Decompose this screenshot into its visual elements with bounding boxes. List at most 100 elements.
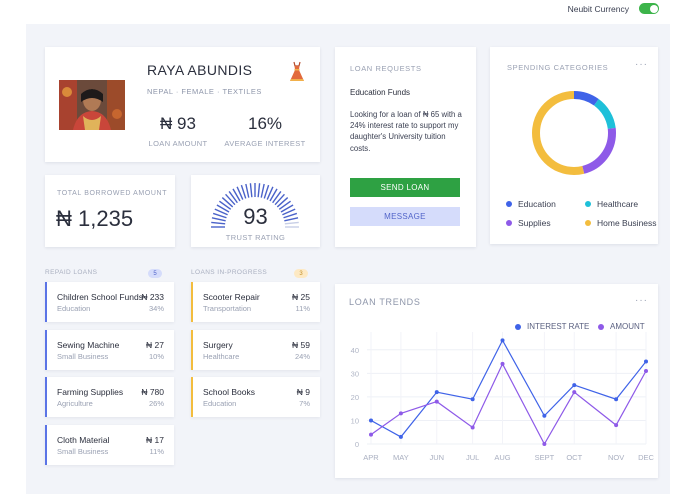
- message-button[interactable]: MESSAGE: [350, 207, 460, 226]
- data-point[interactable]: [572, 390, 577, 395]
- legend-education: Education: [506, 199, 556, 209]
- x-tick-label: AUG: [494, 453, 510, 462]
- in-progress-count-badge: 3: [294, 269, 308, 278]
- loan-request-body: Looking for a loan of ₦ 65 with a 24% in…: [350, 110, 462, 153]
- borrower-name: RAYA ABUNDIS: [147, 62, 253, 78]
- in-progress-loan-card[interactable]: School Books Education ₦ 9 7%: [191, 377, 320, 417]
- gauge-tick: [211, 217, 226, 222]
- x-tick-label: SEPT: [535, 453, 555, 462]
- data-point[interactable]: [614, 423, 619, 428]
- gauge-tick: [284, 217, 299, 222]
- currency-toggle[interactable]: [639, 3, 659, 14]
- loan-amount: ₦ 233: [141, 292, 164, 302]
- amount-dot: [598, 323, 604, 330]
- loan-category: Small Business: [57, 351, 109, 361]
- supplies-dot: [506, 220, 512, 226]
- dashboard-canvas: RAYA ABUNDIS NEPAL · FEMALE · TEXTILES ₦…: [26, 24, 670, 494]
- repaid-loan-card[interactable]: Farming Supplies Agriculture ₦ 780 26%: [45, 377, 174, 417]
- gauge-tick: [282, 208, 296, 216]
- loan-category: Agriculture: [57, 399, 93, 408]
- healthcare-dot: [585, 201, 591, 207]
- more-icon[interactable]: ···: [635, 295, 648, 306]
- loan-amount: ₦ 59: [292, 339, 310, 350]
- loan-title: Farming Supplies: [57, 387, 124, 397]
- legend-amount-label: AMOUNT: [610, 322, 645, 331]
- loan-requests-card: LOAN REQUESTS Education Funds Looking fo…: [335, 47, 476, 247]
- y-tick-label: 10: [351, 416, 359, 425]
- data-point[interactable]: [434, 399, 439, 404]
- repaid-loan-card[interactable]: Sewing Machine Small Business ₦ 27 10%: [45, 329, 174, 370]
- gauge-tick: [274, 193, 285, 206]
- repaid-loan-card[interactable]: Children School Funds Education ₦ 233 34%: [45, 282, 174, 322]
- repaid-loans-title: REPAID LOANS: [45, 269, 98, 276]
- send-loan-button[interactable]: SEND LOAN: [350, 178, 460, 197]
- data-point[interactable]: [644, 359, 648, 364]
- data-point[interactable]: [542, 413, 547, 418]
- data-point[interactable]: [542, 442, 547, 446]
- data-point[interactable]: [369, 432, 373, 437]
- data-point[interactable]: [470, 425, 475, 430]
- data-point[interactable]: [572, 383, 577, 388]
- x-tick-label: JUL: [466, 453, 479, 462]
- gauge-tick: [216, 204, 230, 213]
- loan-category: Education: [203, 399, 237, 408]
- gauge-tick: [245, 183, 250, 198]
- home-business-dot: [585, 220, 591, 226]
- loan-percent: 26%: [148, 399, 164, 408]
- more-icon[interactable]: ···: [635, 59, 648, 70]
- loan-percent: 34%: [148, 304, 164, 313]
- status-bar: [191, 329, 193, 370]
- data-point[interactable]: [644, 368, 648, 373]
- in-progress-loan-card[interactable]: Surgery Healthcare ₦ 59 24%: [191, 329, 320, 370]
- data-point[interactable]: [500, 338, 505, 343]
- data-point[interactable]: [369, 418, 373, 423]
- repaid-loan-card[interactable]: Cloth Material Small Business ₦ 17 11%: [45, 424, 174, 465]
- gauge-tick: [228, 190, 238, 204]
- loan-percent: 11%: [149, 446, 164, 456]
- loan-amount-value: ₦ 93: [160, 114, 196, 133]
- gauge-tick: [236, 186, 244, 200]
- profile-avatar: [59, 80, 125, 130]
- loan-category: Healthcare: [203, 351, 240, 361]
- gauge-tick: [283, 212, 298, 219]
- loan-category: Transportation: [203, 304, 252, 313]
- loan-title: Cloth Material: [57, 434, 110, 445]
- trust-gauge: [211, 183, 299, 228]
- loan-category: Small Business: [57, 446, 109, 456]
- x-tick-label: MAY: [393, 453, 409, 462]
- data-point[interactable]: [398, 434, 403, 439]
- spending-categories-card: SPENDING CATEGORIES ··· Education Health…: [490, 47, 658, 244]
- loan-amount: ₦ 25: [292, 292, 310, 302]
- status-bar: [45, 377, 47, 417]
- gauge-tick: [232, 188, 241, 202]
- legend-healthcare: Healthcare: [585, 199, 638, 209]
- donut-slice-home-business[interactable]: [532, 91, 616, 175]
- spending-donut-chart: [532, 91, 616, 175]
- data-point[interactable]: [614, 397, 619, 402]
- gauge-tick: [212, 212, 227, 219]
- in-progress-loan-card[interactable]: Scooter Repair Transportation ₦ 25 11%: [191, 282, 320, 322]
- toggle-knob: [649, 4, 658, 13]
- data-point[interactable]: [398, 411, 403, 416]
- loan-title: Scooter Repair: [203, 292, 260, 302]
- currency-label: Neubit Currency: [567, 3, 629, 14]
- legend-healthcare-label: Healthcare: [597, 199, 639, 209]
- loan-percent: 10%: [148, 351, 164, 361]
- donut-slice-supplies[interactable]: [532, 91, 616, 175]
- gauge-tick: [225, 193, 236, 206]
- loan-trends-chart: 0 10 20 30 40 APR MAY JUN JUL AUG SEPT OCT NOV DEC: [351, 332, 654, 462]
- loan-title: School Books: [203, 387, 255, 397]
- data-point[interactable]: [470, 397, 475, 402]
- legend-home-business: Home Business: [585, 218, 657, 228]
- loan-percent: 7%: [299, 399, 310, 408]
- data-point[interactable]: [434, 390, 439, 395]
- data-point[interactable]: [500, 361, 505, 366]
- status-bar: [191, 377, 193, 417]
- status-bar: [45, 282, 47, 322]
- loan-request-subtitle: Education Funds: [350, 88, 411, 97]
- loan-requests-title: LOAN REQUESTS: [350, 64, 422, 73]
- profile-card: RAYA ABUNDIS NEPAL · FEMALE · TEXTILES ₦…: [45, 47, 320, 162]
- legend-education-label: Education: [518, 199, 556, 209]
- interest-rate-dot: [515, 323, 521, 330]
- total-borrowed-card: TOTAL BORROWED AMOUNT ₦ 1,235: [45, 175, 175, 247]
